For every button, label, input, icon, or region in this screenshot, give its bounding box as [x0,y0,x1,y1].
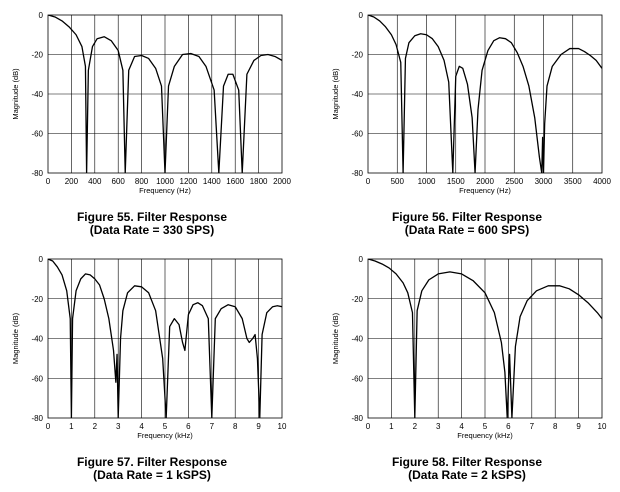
y-axis-label: Magnitude (dB) [331,312,340,364]
x-tick-label: 0 [366,177,371,186]
x-tick-label: 6 [506,422,511,431]
figure-caption-title: Figure 56. Filter Response [392,210,542,224]
x-tick-label: 0 [46,177,51,186]
figure-caption-rate: (Data Rate = 1 kSPS) [93,468,211,482]
x-tick-label: 9 [256,422,261,431]
x-tick-label: 5 [483,422,488,431]
y-tick-label: 0 [359,11,364,20]
plot-frame [367,14,603,174]
x-tick-label: 2000 [476,177,494,186]
x-tick-label: 10 [278,422,287,431]
x-tick-label: 500 [391,177,405,186]
x-tick-label: 1600 [226,177,244,186]
x-tick-label: 4 [459,422,464,431]
y-tick-label: -20 [351,51,363,60]
x-tick-label: 7 [210,422,215,431]
y-tick-label: -40 [351,335,363,344]
chart-panel-2: 0 500 1000 1500 2000 2500 3000 3500 4000 0 -20 -40 -… [331,11,611,237]
y-tick-label: -80 [31,169,43,178]
y-tick-label: 0 [39,11,44,20]
x-tick-label: 3 [436,422,441,431]
x-tick-label: 1000 [156,177,174,186]
chart-panel-1: 0 200 400 600 800 1000 1200 1400 1600 1800 2000 0 -2… [11,11,291,237]
y-tick-label: -60 [351,130,363,139]
filter-response-curve [368,15,602,173]
x-tick-label: 8 [233,422,238,431]
y-tick-label: -20 [31,51,43,60]
x-tick-label: 7 [530,422,535,431]
x-tick-label: 400 [88,177,102,186]
x-tick-label: 0 [366,422,371,431]
y-tick-label: -40 [31,335,43,344]
filter-response-curve [48,15,282,173]
x-tick-label: 2000 [273,177,291,186]
figure-caption-rate: (Data Rate = 330 SPS) [90,223,214,237]
x-tick-label: 1500 [447,177,465,186]
y-tick-label: -40 [351,90,363,99]
x-tick-label: 1200 [180,177,198,186]
y-tick-label: -60 [31,374,43,383]
y-tick-label: -20 [351,295,363,304]
x-tick-label: 5 [163,422,168,431]
filter-response-curve [368,259,602,418]
x-axis-label: Frequency (kHz) [457,431,513,440]
y-axis-label: Magnitude (dB) [11,312,20,364]
x-tick-label: 4000 [593,177,611,186]
plot-frame [47,258,283,419]
y-tick-label: -40 [31,90,43,99]
x-tick-label: 6 [186,422,191,431]
x-tick-label: 600 [112,177,126,186]
y-axis-label: Magnitude (dB) [11,68,20,120]
figure-caption-title: Figure 57. Filter Response [77,455,227,469]
x-tick-label: 2 [413,422,418,431]
x-tick-label: 10 [598,422,607,431]
x-tick-label: 4 [139,422,144,431]
figure-caption-rate: (Data Rate = 600 SPS) [405,223,529,237]
y-tick-label: 0 [359,255,364,264]
chart-panel-4: 0 1 2 3 4 5 6 7 8 9 10 0 -20 -40 -60 -80 Frequency (kHz)… [331,255,607,482]
plot-frame [367,258,603,419]
x-tick-label: 3000 [535,177,553,186]
x-tick-label: 1400 [203,177,221,186]
x-tick-label: 1 [389,422,394,431]
x-tick-label: 1800 [250,177,268,186]
x-tick-label: 800 [135,177,149,186]
x-tick-label: 1000 [418,177,436,186]
y-tick-label: -20 [31,295,43,304]
x-tick-label: 9 [576,422,581,431]
x-tick-label: 200 [65,177,79,186]
figure-caption-title: Figure 58. Filter Response [392,455,542,469]
y-tick-label: -60 [31,130,43,139]
x-tick-label: 3 [116,422,121,431]
y-tick-label: -80 [351,169,363,178]
y-tick-label: -80 [31,414,43,423]
figure-caption-title: Figure 55. Filter Response [77,210,227,224]
x-axis-label: Frequency (Hz) [459,186,511,195]
x-tick-label: 1 [69,422,74,431]
x-tick-label: 0 [46,422,51,431]
filter-response-curve [48,259,282,418]
y-axis-label: Magnitude (dB) [331,68,340,120]
y-tick-label: 0 [39,255,44,264]
y-tick-label: -80 [351,414,363,423]
figure-caption-rate: (Data Rate = 2 kSPS) [408,468,526,482]
x-tick-label: 3500 [564,177,582,186]
x-tick-label: 2500 [505,177,523,186]
x-axis-label: Frequency (Hz) [139,186,191,195]
x-tick-label: 2 [93,422,98,431]
x-tick-label: 8 [553,422,558,431]
y-tick-label: -60 [351,374,363,383]
x-axis-label: Frequency (kHz) [137,431,193,440]
chart-panel-3: 0 1 2 3 4 5 6 7 8 9 10 0 -20 -40 -60 -80 Frequency (kHz)… [11,255,287,482]
